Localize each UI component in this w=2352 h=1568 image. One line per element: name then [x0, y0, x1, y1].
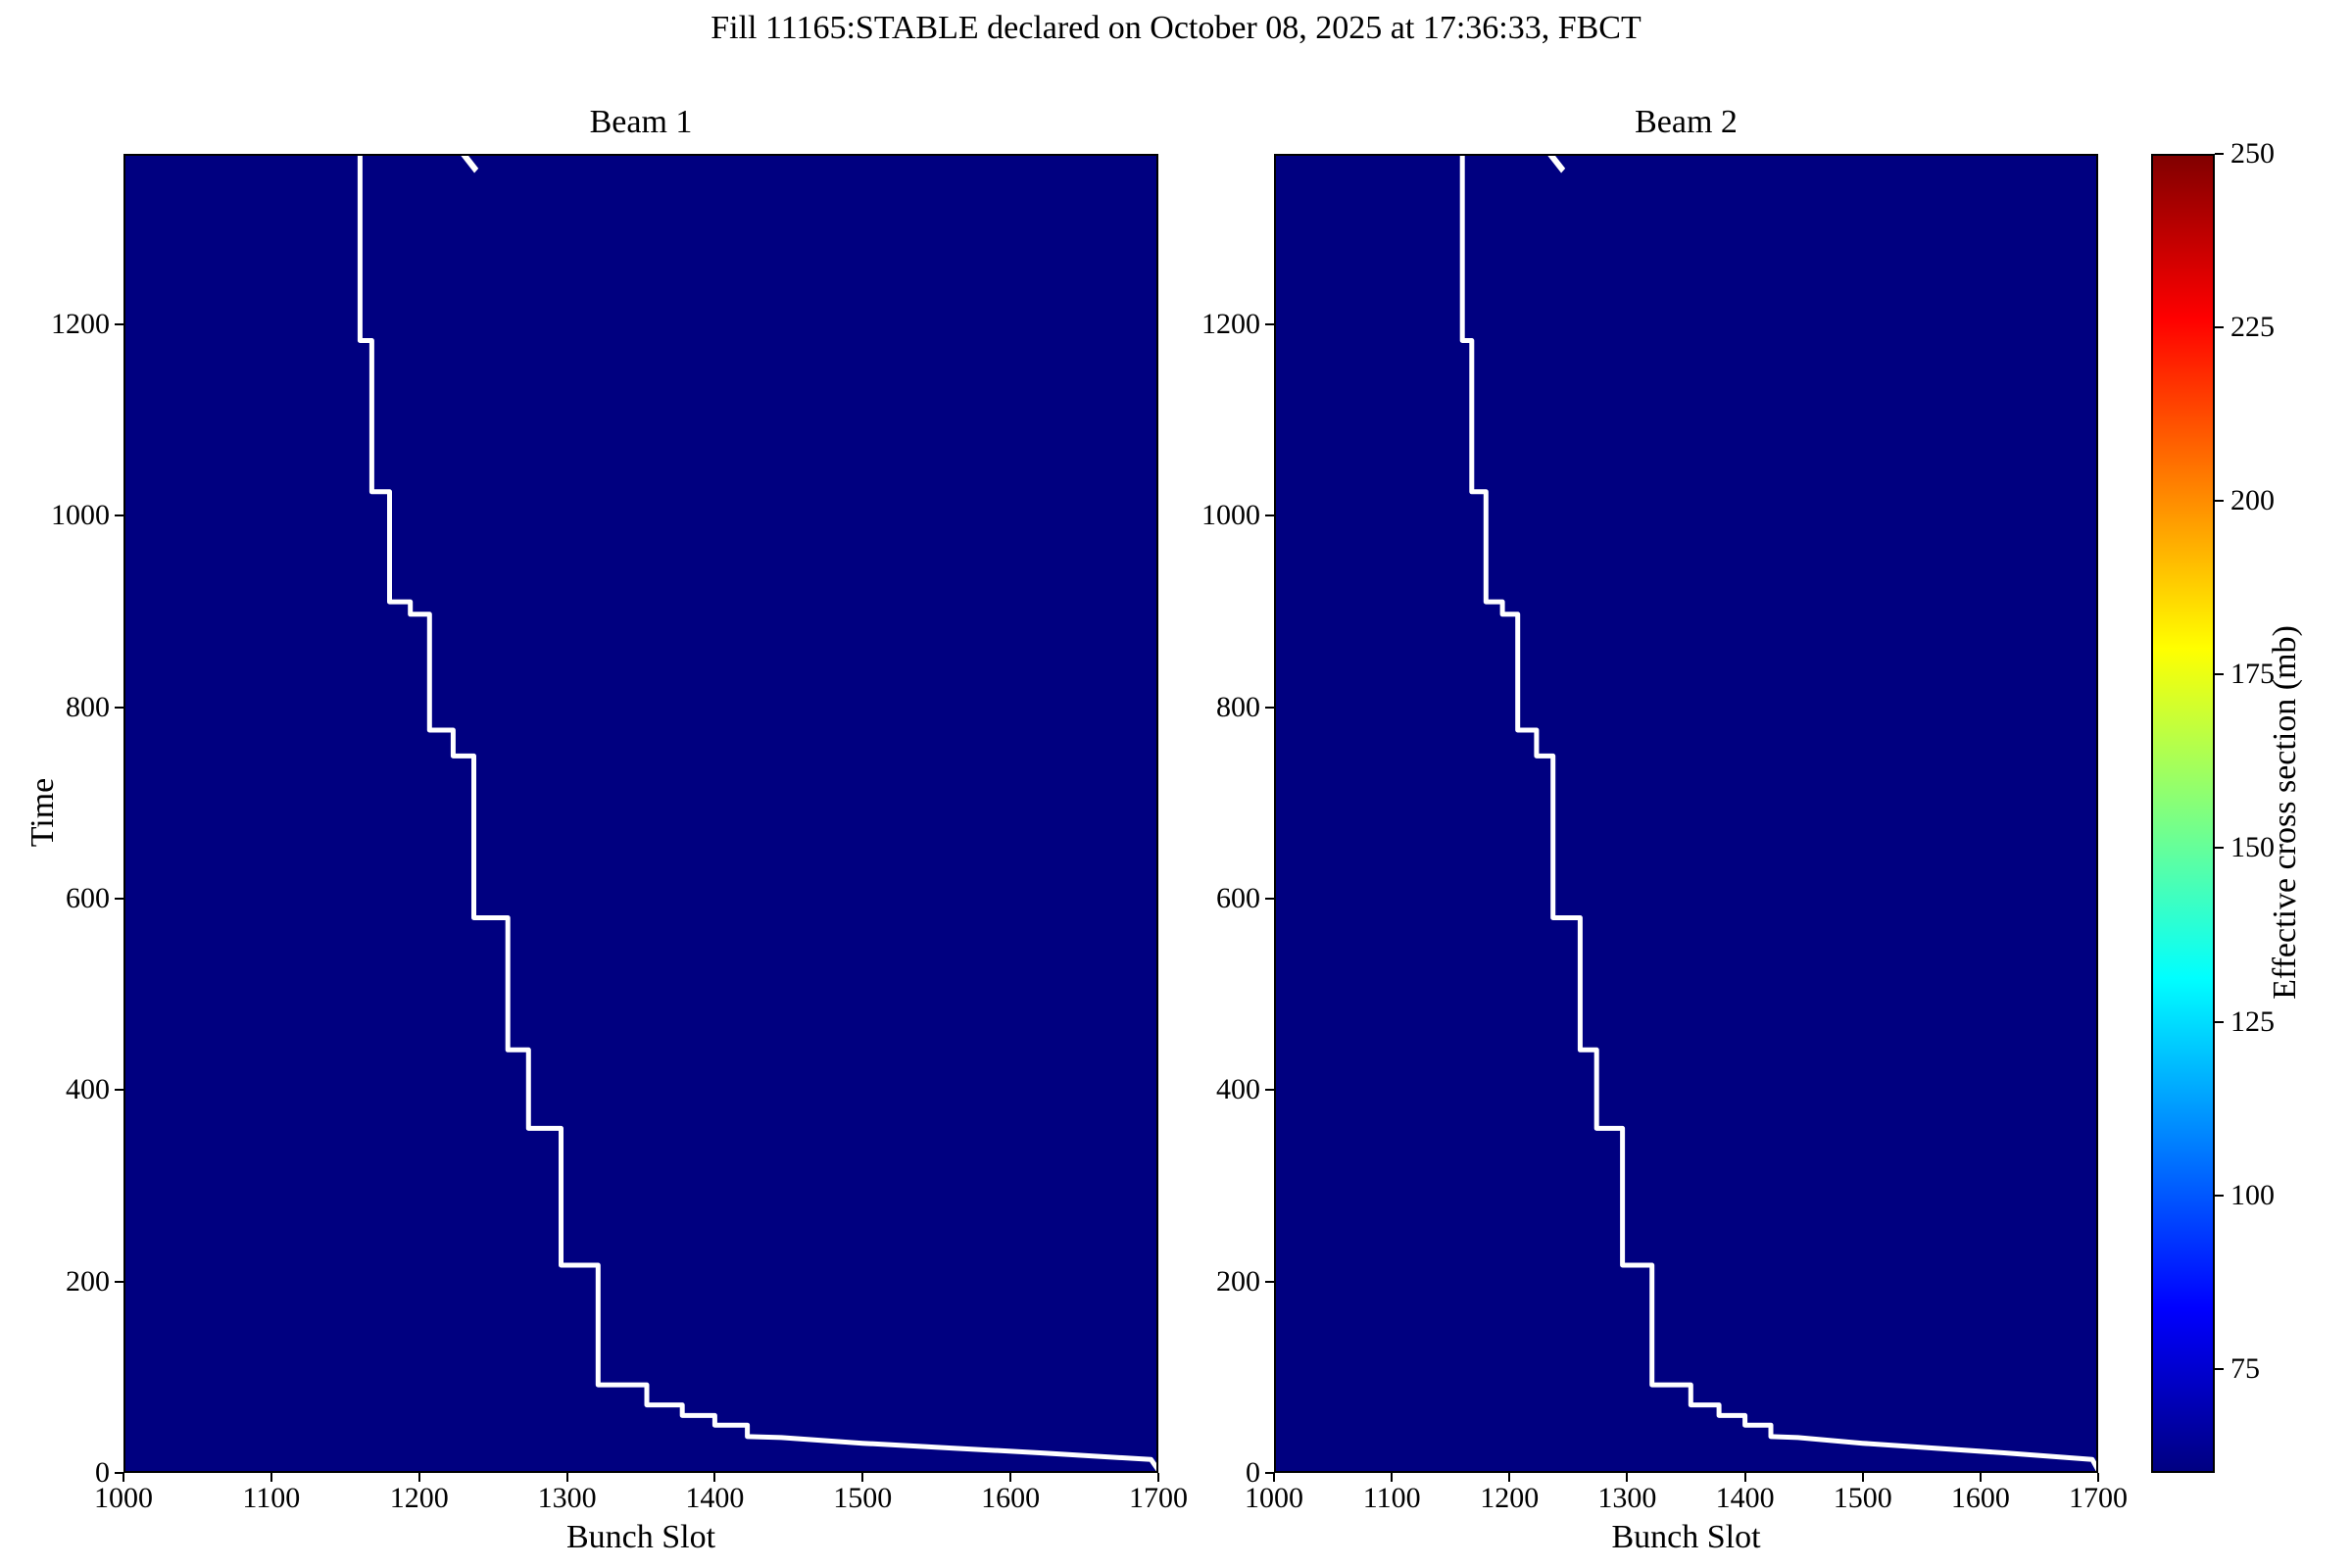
colorbar-tick-mark: [2215, 326, 2224, 329]
x-tick-label: 1300: [537, 1482, 597, 1514]
y-tick-label: 600: [1216, 881, 1260, 914]
x-tick-label: 1600: [981, 1482, 1041, 1514]
x-axis-label-beam1: Bunch Slot: [565, 1519, 716, 1555]
y-tick-label: 800: [1216, 690, 1260, 723]
x-tick-label: 1700: [1129, 1482, 1188, 1514]
x-tick-mark: [1743, 1473, 1746, 1482]
y-tick-label: 200: [66, 1264, 110, 1298]
colorbar-tick-label: 125: [2230, 1004, 2275, 1038]
x-tick-mark: [1979, 1473, 1982, 1482]
x-tick-label: 1700: [2069, 1482, 2128, 1514]
x-tick-label: 1300: [1597, 1482, 1657, 1514]
y-tick-mark: [1265, 706, 1274, 709]
boundary-step-line: [1459, 154, 2098, 1473]
x-tick-label: 1500: [833, 1482, 893, 1514]
colorbar-tick-mark: [2215, 500, 2224, 503]
y-tick-label: 1200: [1201, 307, 1260, 340]
x-tick-mark: [1009, 1473, 1012, 1482]
y-tick-label: 400: [1216, 1073, 1260, 1106]
y-tick-label: 200: [1216, 1264, 1260, 1298]
x-tick-mark: [1861, 1473, 1864, 1482]
boundary-step-line: [357, 154, 1158, 1473]
y-tick-mark: [1265, 514, 1274, 517]
x-tick-mark: [565, 1473, 568, 1482]
colorbar-tick-mark: [2215, 847, 2224, 850]
x-tick-mark: [1508, 1473, 1511, 1482]
colorbar: [2151, 154, 2215, 1473]
colorbar-tick-label: 175: [2230, 658, 2275, 691]
x-tick-label: 1500: [1833, 1482, 1892, 1514]
x-tick-label: 1000: [1245, 1482, 1303, 1514]
y-tick-mark: [1265, 1280, 1274, 1283]
colorbar-tick-label: 150: [2230, 831, 2275, 864]
y-tick-mark: [115, 1280, 123, 1283]
x-tick-mark: [2097, 1473, 2099, 1482]
y-tick-label: 800: [66, 690, 110, 723]
colorbar-tick-mark: [2215, 1367, 2224, 1370]
y-tick-mark: [1265, 322, 1274, 325]
x-tick-label: 1400: [1715, 1482, 1775, 1514]
colorbar-tick-mark: [2215, 673, 2224, 676]
y-tick-mark: [1265, 1472, 1274, 1474]
panel-title-beam1: Beam 1: [589, 104, 693, 140]
boundary-step-line-svg: [1459, 154, 2098, 1473]
x-tick-mark: [1273, 1473, 1275, 1482]
x-tick-mark: [713, 1473, 716, 1482]
x-tick-label: 1100: [1362, 1482, 1421, 1514]
x-tick-label: 1200: [1480, 1482, 1540, 1514]
x-tick-mark: [270, 1473, 272, 1482]
x-tick-label: 1100: [242, 1482, 301, 1514]
heatmap-panel-beam2: [1274, 154, 2098, 1473]
y-tick-mark: [1265, 897, 1274, 900]
y-tick-label: 1000: [51, 499, 110, 532]
x-tick-mark: [122, 1473, 124, 1482]
colorbar-tick-label: 250: [2230, 137, 2275, 170]
colorbar-tick-label: 75: [2230, 1351, 2260, 1385]
colorbar-tick-label: 100: [2230, 1178, 2275, 1211]
y-tick-mark: [1265, 1089, 1274, 1092]
heatmap-panel-beam1: [123, 154, 1158, 1473]
colorbar-tick-label: 225: [2230, 311, 2275, 344]
colorbar-tick-label: 200: [2230, 484, 2275, 517]
x-tick-label: 1400: [685, 1482, 745, 1514]
y-tick-label: 1200: [51, 307, 110, 340]
x-tick-label: 1200: [389, 1482, 449, 1514]
y-tick-label: 0: [95, 1456, 110, 1489]
y-tick-label: 600: [66, 881, 110, 914]
y-tick-label: 400: [66, 1073, 110, 1106]
x-tick-mark: [861, 1473, 864, 1482]
figure-title: Fill 11165:STABLE declared on October 08…: [710, 10, 1642, 46]
x-tick-label: 1000: [94, 1482, 153, 1514]
boundary-step-line-svg: [357, 154, 1158, 1473]
x-tick-mark: [1157, 1473, 1159, 1482]
x-tick-mark: [1391, 1473, 1394, 1482]
x-axis-label-beam2: Bunch Slot: [1611, 1519, 1761, 1555]
colorbar-tick-mark: [2215, 1194, 2224, 1197]
y-tick-label: 0: [1246, 1456, 1260, 1489]
y-tick-mark: [115, 322, 123, 325]
y-tick-mark: [115, 706, 123, 709]
y-tick-mark: [115, 514, 123, 517]
y-tick-mark: [115, 1472, 123, 1474]
y-tick-mark: [115, 1089, 123, 1092]
y-tick-mark: [115, 897, 123, 900]
x-tick-mark: [1626, 1473, 1629, 1482]
x-tick-mark: [417, 1473, 420, 1482]
colorbar-tick-mark: [2215, 153, 2224, 155]
panel-title-beam2: Beam 2: [1635, 104, 1738, 140]
colorbar-tick-mark: [2215, 1020, 2224, 1023]
colorbar-axis-label: Effective cross section (mb): [2267, 625, 2303, 1000]
x-tick-label: 1600: [1950, 1482, 2010, 1514]
y-tick-label: 1000: [1201, 499, 1260, 532]
